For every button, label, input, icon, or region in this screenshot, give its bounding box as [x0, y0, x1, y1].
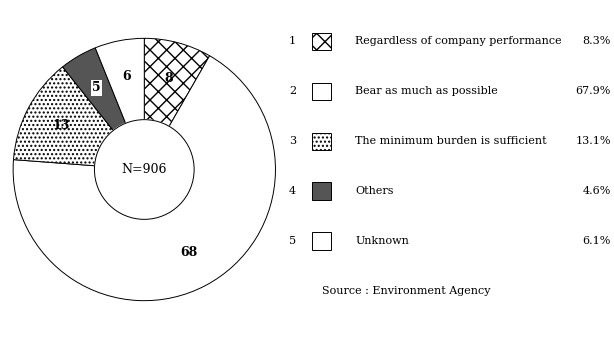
- Wedge shape: [14, 67, 144, 170]
- Wedge shape: [95, 38, 144, 170]
- Text: 68: 68: [180, 246, 197, 259]
- Wedge shape: [144, 38, 209, 170]
- Text: 67.9%: 67.9%: [575, 86, 611, 96]
- Text: 5: 5: [289, 236, 296, 246]
- Bar: [313, 33, 330, 50]
- Text: 13: 13: [52, 119, 69, 132]
- Text: 2: 2: [289, 86, 296, 96]
- Text: 6: 6: [122, 70, 131, 83]
- Text: 1: 1: [289, 36, 296, 46]
- Text: 6.1%: 6.1%: [582, 236, 611, 246]
- Wedge shape: [13, 56, 276, 301]
- Text: 3: 3: [289, 136, 296, 146]
- Text: Source : Environment Agency: Source : Environment Agency: [322, 286, 491, 296]
- Bar: [313, 182, 330, 200]
- Text: Bear as much as possible: Bear as much as possible: [356, 86, 498, 96]
- Text: 13.1%: 13.1%: [575, 136, 611, 146]
- Text: Unknown: Unknown: [356, 236, 410, 246]
- Text: The minimum burden is sufficient: The minimum burden is sufficient: [356, 136, 547, 146]
- Text: 8: 8: [165, 72, 173, 85]
- Bar: [313, 233, 330, 250]
- Text: 8.3%: 8.3%: [582, 36, 611, 46]
- Text: N=906: N=906: [122, 163, 167, 176]
- Text: 5: 5: [93, 81, 101, 94]
- Bar: [313, 133, 330, 150]
- Circle shape: [95, 120, 194, 219]
- Text: Others: Others: [356, 186, 394, 196]
- Text: 4: 4: [289, 186, 296, 196]
- Text: Regardless of company performance: Regardless of company performance: [356, 36, 562, 46]
- Text: 4.6%: 4.6%: [582, 186, 611, 196]
- Wedge shape: [63, 48, 144, 170]
- Bar: [313, 83, 330, 100]
